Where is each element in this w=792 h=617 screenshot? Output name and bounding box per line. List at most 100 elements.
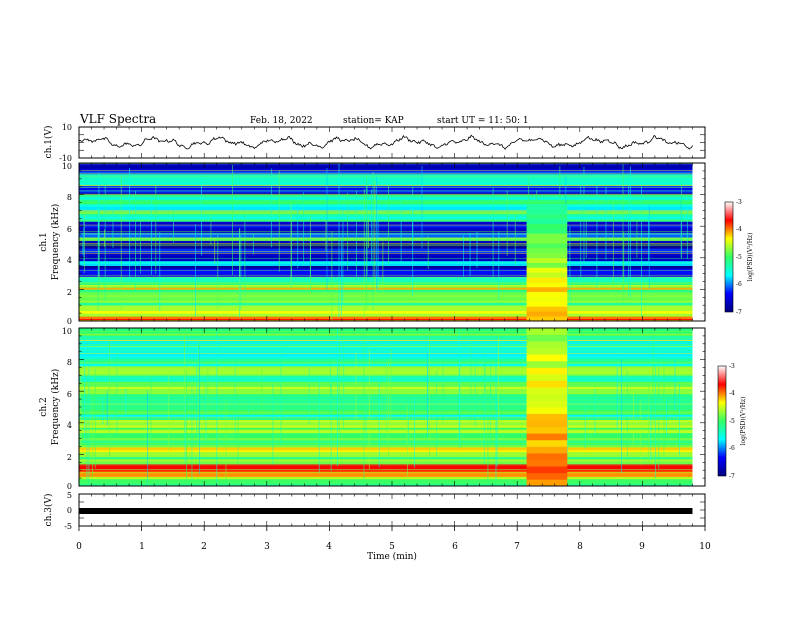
spectrogram-tone-line <box>79 243 693 244</box>
spectrogram-impulse <box>80 368 82 449</box>
spectrogram-impulse <box>116 353 118 435</box>
spectrogram-band <box>79 176 693 180</box>
spectrogram-tone-line <box>79 418 693 420</box>
spectrogram-impulse <box>371 189 373 263</box>
spectrogram-band <box>79 363 693 367</box>
spectrogram-impulse <box>261 369 263 416</box>
ch1-frequency-ticks: 0 2 4 6 8 10 <box>62 162 72 326</box>
spectrogram-impulse <box>368 349 370 470</box>
spectrogram-impulse <box>363 334 365 480</box>
spectrogram-impulse <box>612 204 614 293</box>
xtick-2: 2 <box>201 542 207 552</box>
spectrogram-tone-line <box>79 442 693 444</box>
spectrogram-band <box>79 459 693 462</box>
spectrogram-impulse <box>382 241 384 296</box>
spectrogram-band <box>79 268 693 272</box>
spectrogram-event-cell <box>526 472 568 480</box>
spectrogram-impulse <box>83 218 85 262</box>
spectrogram-impulse <box>427 235 429 269</box>
spectrogram-band <box>79 430 693 434</box>
spectrogram-impulse <box>374 180 376 303</box>
spectrogram-impulse <box>325 220 327 252</box>
spectrogram-tone-line <box>79 231 693 232</box>
spectrogram-event-cell <box>526 316 568 322</box>
spectrogram-impulse <box>498 231 500 300</box>
ch1-channel-label: ch.1 <box>39 232 49 251</box>
spectrogram-impulse <box>658 356 660 469</box>
spectrogram-tone-line <box>79 367 693 369</box>
spectrogram-band <box>79 292 693 295</box>
xtick-9: 9 <box>639 542 645 552</box>
spectrogram-impulse <box>674 360 676 411</box>
spectrogram-band <box>79 297 693 301</box>
spectrogram-tone-line <box>79 270 693 271</box>
spectrogram-tone-line <box>79 276 693 278</box>
spectrogram-impulse <box>308 363 310 424</box>
spectrogram-band <box>79 182 693 186</box>
spectrogram-band <box>79 384 693 387</box>
spectrogram-tone-line <box>79 185 693 186</box>
spectrogram-impulse <box>458 330 460 440</box>
ch2-spectrogram-image <box>79 328 693 487</box>
spectrogram-event-cell <box>526 400 568 408</box>
spectrogram-band <box>79 255 693 259</box>
spectrogram-band <box>79 440 693 443</box>
spectrogram-event-cell <box>526 360 568 368</box>
spectrogram-impulse <box>129 167 131 280</box>
spectrogram-band <box>79 224 693 228</box>
spectrogram-impulse <box>244 211 246 297</box>
spectrogram-band <box>79 187 693 191</box>
spectrogram-band <box>79 422 693 426</box>
spectrogram-impulse <box>459 349 461 449</box>
spectrogram-impulse <box>139 221 141 274</box>
figure-title: VLF Spectra <box>79 112 156 126</box>
spectrogram-impulse <box>605 186 607 260</box>
spectrogram-impulse <box>340 238 342 315</box>
spectrogram-band <box>79 442 693 446</box>
spectrogram-impulse <box>100 400 101 414</box>
spectrogram-impulse <box>639 401 641 465</box>
spectrogram-impulse <box>104 180 106 302</box>
xtick-6: 6 <box>452 542 458 552</box>
ch1-ytick-8: 8 <box>67 193 72 202</box>
spectrogram-impulse <box>377 207 379 291</box>
spectrogram-band <box>79 310 693 314</box>
ch1-ytick-2: 2 <box>67 288 72 297</box>
spectrogram-tone-line <box>79 337 693 339</box>
spectrogram-tone-line <box>79 445 693 447</box>
spectrogram-tone-line <box>79 210 693 212</box>
spectrogram-impulse <box>112 207 114 248</box>
ch1-colorbar-tick-m7: -7 <box>736 309 742 316</box>
time-axis-label: Time (min) <box>367 551 417 562</box>
spectrogram-impulse <box>584 404 586 450</box>
spectrogram-impulse <box>94 368 96 469</box>
spectrogram-band <box>79 391 693 395</box>
spectrogram-band <box>79 473 693 477</box>
spectrogram-impulse <box>476 231 478 269</box>
spectrogram-impulse <box>108 340 110 459</box>
ch2-channel-label: ch.2 <box>39 397 49 416</box>
spectrogram-tone-line <box>79 300 693 302</box>
ch1-colorbar-tick-m4: -4 <box>736 226 742 233</box>
spectrogram-tone-line <box>79 334 693 336</box>
spectrogram-band <box>79 276 693 280</box>
spectrogram-band <box>79 476 693 480</box>
spectrogram-tone-line <box>79 453 693 455</box>
spectrogram-impulse <box>407 398 409 442</box>
spectrogram-band <box>79 299 693 303</box>
ch2-frequency-ticks: 0 2 4 6 8 10 <box>62 327 72 491</box>
spectrogram-band <box>79 393 693 397</box>
spectrogram-tone-line <box>79 431 693 433</box>
ch2-colorbar-tick-m3: -3 <box>729 363 735 370</box>
spectrogram-tone-line <box>79 374 693 376</box>
spectrogram-impulse <box>240 235 242 310</box>
spectrogram-impulse <box>487 390 489 482</box>
spectrogram-event-cell <box>526 247 568 254</box>
spectrogram-tone-line <box>79 344 693 345</box>
ch1-voltage-tick-top: 10 <box>62 123 72 132</box>
spectrogram-event-cell <box>526 387 568 395</box>
ch2-colorbar-gradient <box>717 365 727 477</box>
spectrogram-impulse <box>98 201 100 246</box>
ch2-ytick-10: 10 <box>62 327 72 336</box>
spectrogram-band <box>79 355 693 359</box>
